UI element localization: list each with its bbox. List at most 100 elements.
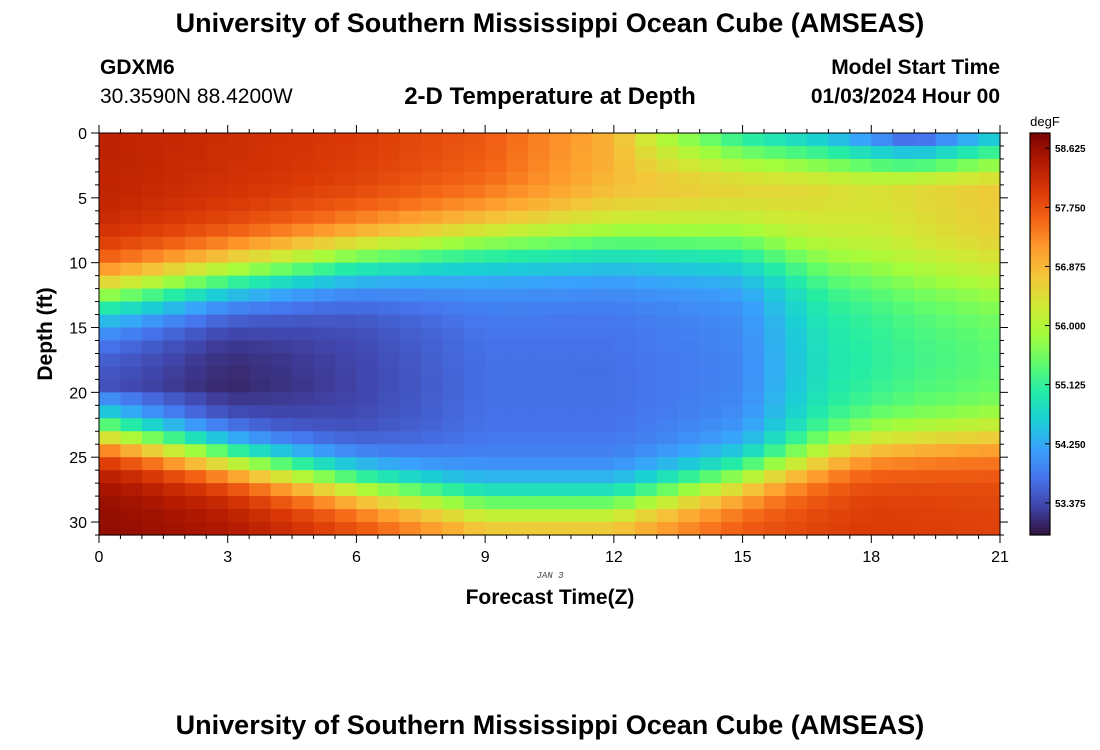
heatmap-cell: [206, 223, 229, 238]
heatmap-cell: [699, 392, 722, 406]
heatmap-cell: [978, 314, 1001, 329]
heatmap-cell: [742, 223, 765, 238]
heatmap-cell: [399, 444, 422, 458]
heatmap-cell: [528, 301, 551, 316]
heatmap-cell: [549, 431, 572, 445]
heatmap-cell: [613, 405, 636, 419]
heatmap-cell: [656, 249, 679, 264]
heatmap-cell: [485, 145, 508, 160]
heatmap-cell: [570, 197, 593, 212]
heatmap-cell: [699, 197, 722, 212]
heatmap-cell: [721, 158, 744, 173]
heatmap-cell: [313, 405, 336, 419]
heatmap-cell: [420, 457, 443, 471]
heatmap-cell: [292, 184, 315, 199]
heatmap-cell: [420, 301, 443, 316]
heatmap-cell: [849, 197, 872, 212]
heatmap-cell: [442, 392, 465, 406]
heatmap-cell: [828, 314, 851, 329]
heatmap-cell: [570, 314, 593, 329]
heatmap-cell: [549, 470, 572, 484]
heatmap-cell: [978, 262, 1001, 277]
heatmap-cell: [141, 340, 164, 355]
heatmap-cell: [206, 249, 229, 264]
heatmap-cell: [313, 418, 336, 432]
heatmap-cell: [270, 262, 293, 277]
heatmap-cell: [227, 379, 250, 393]
heatmap-cell: [785, 431, 808, 445]
x-axis-label: Forecast Time(Z): [466, 586, 635, 609]
heatmap-cell: [356, 340, 379, 355]
y-tick-label: 15: [69, 321, 87, 338]
heatmap-cell: [356, 223, 379, 238]
heatmap-cell: [528, 483, 551, 497]
heatmap-cell: [334, 158, 358, 173]
heatmap-cell: [635, 522, 658, 536]
heatmap-cell: [764, 470, 787, 484]
heatmap-cell: [678, 249, 701, 264]
heatmap-cell: [871, 133, 894, 147]
heatmap-cell: [206, 184, 229, 199]
heatmap-cell: [957, 496, 980, 510]
heatmap-cell: [549, 392, 572, 406]
heatmap-cell: [914, 496, 937, 510]
heatmap-cell: [163, 171, 186, 186]
heatmap-cell: [270, 418, 293, 432]
heatmap-cell: [120, 522, 143, 536]
heatmap-cell: [570, 509, 593, 523]
heatmap-cell: [206, 470, 229, 484]
heatmap-cell: [892, 431, 915, 445]
heatmap-cell: [828, 444, 851, 458]
heatmap-cell: [206, 457, 229, 471]
heatmap-cell: [292, 431, 315, 445]
heatmap-cell: [99, 314, 122, 329]
heatmap-cell: [635, 223, 658, 238]
heatmap-cell: [184, 327, 207, 342]
heatmap-cell: [699, 496, 722, 510]
heatmap-cell: [935, 223, 958, 238]
heatmap-cell: [420, 236, 443, 251]
heatmap-cell: [292, 145, 315, 160]
heatmap-cell: [120, 457, 143, 471]
heatmap-cell: [721, 301, 744, 316]
heatmap-cell: [184, 405, 207, 419]
heatmap-cell: [463, 223, 486, 238]
heatmap-cell: [442, 262, 465, 277]
heatmap-cell: [570, 236, 593, 251]
heatmap-cell: [678, 275, 701, 290]
heatmap-cell: [292, 275, 315, 290]
heatmap-cell: [721, 509, 744, 523]
heatmap-cell: [592, 171, 615, 186]
heatmap-cell: [935, 366, 958, 380]
heatmap-cell: [935, 314, 958, 329]
heatmap-cell: [313, 223, 336, 238]
heatmap-cell: [506, 509, 529, 523]
heatmap-cell: [978, 236, 1001, 251]
heatmap-cell: [892, 470, 915, 484]
heatmap-cell: [935, 509, 958, 523]
heatmap-cell: [957, 327, 980, 342]
heatmap-cell: [570, 223, 593, 238]
heatmap-cell: [227, 340, 250, 355]
heatmap-cell: [549, 327, 572, 342]
heatmap-cell: [678, 444, 701, 458]
heatmap-cell: [463, 158, 486, 173]
heatmap-cell: [463, 184, 486, 199]
heatmap-cell: [635, 327, 658, 342]
heatmap-cell: [485, 288, 508, 303]
heatmap-cell: [742, 353, 765, 368]
heatmap-cell: [485, 133, 508, 147]
heatmap-cell: [485, 522, 508, 536]
heatmap-cell: [506, 353, 529, 368]
heatmap-cell: [570, 483, 593, 497]
heatmap-cell: [334, 288, 358, 303]
heatmap-cell: [485, 327, 508, 342]
heatmap-cell: [785, 509, 808, 523]
heatmap-cell: [592, 522, 615, 536]
heatmap-cell: [120, 314, 143, 329]
heatmap-cell: [978, 249, 1001, 264]
heatmap-cell: [635, 405, 658, 419]
heatmap-cell: [764, 301, 787, 316]
heatmap-cell: [463, 249, 486, 264]
heatmap-cell: [184, 314, 207, 329]
